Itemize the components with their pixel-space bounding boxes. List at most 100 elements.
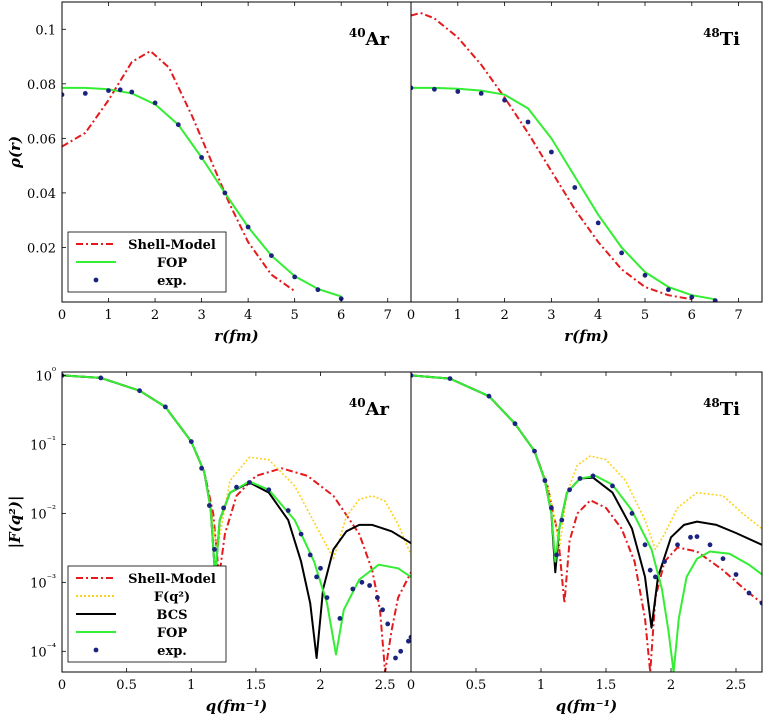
data-point-exp xyxy=(163,404,168,410)
legend-marker xyxy=(93,277,99,283)
nucleus-symbol: Ar xyxy=(365,399,390,420)
data-point-exp xyxy=(610,483,615,489)
data-point-exp xyxy=(512,421,518,427)
nucleus-label: 48Ti xyxy=(703,26,740,50)
x-tick-label: 0 xyxy=(407,308,415,323)
data-point-exp xyxy=(315,287,321,293)
x-tick-label: 6 xyxy=(337,308,345,323)
x-tick-label: 4 xyxy=(594,308,602,323)
nucleus-label: 40Ar xyxy=(349,396,390,420)
y-axis-label: |F(q²)| xyxy=(6,496,24,549)
x-tick-label: 2 xyxy=(500,308,508,323)
data-point-exp xyxy=(188,439,194,444)
x-tick-label: 3 xyxy=(197,308,205,323)
series-line-shell-model xyxy=(411,11,692,301)
y-tick-label: 0.08 xyxy=(27,78,56,93)
y-tick-label: 10⁻² xyxy=(30,504,56,522)
series-group xyxy=(411,373,762,672)
data-point-exp xyxy=(292,274,298,280)
data-point-exp xyxy=(559,517,565,523)
data-point-exp xyxy=(359,579,365,585)
data-point-exp xyxy=(314,574,319,580)
nucleus-label: 48Ti xyxy=(703,396,740,420)
legend-label: exp. xyxy=(157,274,187,289)
y-tick-exponent: ⁰ xyxy=(52,366,56,377)
data-point-exp xyxy=(549,505,554,511)
data-point-exp xyxy=(411,85,414,91)
x-tick-label: 2.5 xyxy=(375,678,396,693)
panel-top-right: 0 1 2 3 4 5 6 7 r(fm) 48Ti xyxy=(407,1,763,345)
x-tick-label: 1.5 xyxy=(246,678,267,693)
data-point-exp xyxy=(222,190,228,196)
data-point-exp xyxy=(572,185,578,190)
data-point-exp xyxy=(285,508,291,513)
x-tick-label: 0.5 xyxy=(466,678,487,693)
nucleus-mass: 48 xyxy=(703,396,720,410)
data-point-exp xyxy=(720,556,726,562)
data-point-exp xyxy=(375,595,380,600)
nucleus-mass: 40 xyxy=(349,396,366,410)
data-point-exp xyxy=(549,149,554,155)
data-point-exp xyxy=(590,473,596,479)
data-point-exp xyxy=(350,586,356,592)
data-point-exp xyxy=(759,600,762,606)
legend-label: FOP xyxy=(157,626,188,641)
data-point-exp xyxy=(221,505,227,511)
data-point-exp xyxy=(245,224,251,230)
data-point-exp xyxy=(554,552,559,558)
x-tick-label: 2 xyxy=(667,678,675,693)
y-axis-label: ρ(r) xyxy=(6,136,24,169)
data-point-exp xyxy=(733,572,739,577)
y-tick-label: 10⁻¹ xyxy=(30,435,56,453)
series-group xyxy=(62,50,344,302)
data-point-exp xyxy=(324,595,330,600)
series-line-f-q xyxy=(411,374,762,551)
y-tick-exponent: ⁻³ xyxy=(47,573,56,584)
series-line-bcs xyxy=(411,374,762,629)
x-tick-label: 6 xyxy=(688,308,696,323)
x-axis-label: r(fm) xyxy=(564,327,608,345)
y-tick-label: 10⁻³ xyxy=(30,573,56,591)
series-line-shell-model xyxy=(62,50,296,292)
nucleus-symbol: Ti xyxy=(720,29,740,50)
data-point-exp xyxy=(746,590,752,596)
data-point-exp xyxy=(411,373,414,378)
x-tick-label: 1 xyxy=(187,678,195,693)
x-tick-label: 7 xyxy=(734,308,742,323)
data-point-exp xyxy=(629,511,635,516)
data-point-exp xyxy=(455,89,461,94)
legend-label: Shell-Model xyxy=(128,572,216,587)
series-group xyxy=(62,373,411,672)
panel-top-left: 0 1 2 3 4 5 6 7 0.02 0.04 0.06 0.08 0.1 r(fm) ρ(r) 40Ar… xyxy=(6,1,412,345)
nucleus-mass: 48 xyxy=(703,26,720,40)
data-point-exp xyxy=(337,616,343,621)
y-tick-label: 0.02 xyxy=(27,241,56,256)
x-tick-label: 1 xyxy=(454,308,462,323)
data-point-exp xyxy=(712,298,718,302)
data-point-exp xyxy=(653,574,658,580)
data-point-exp xyxy=(367,583,372,588)
x-axis-label: q(fm⁻¹) xyxy=(556,697,618,715)
legend-label: Shell-Model xyxy=(128,238,216,253)
x-tick-label: 0 xyxy=(407,678,415,693)
data-point-exp xyxy=(199,155,205,160)
plot-frame xyxy=(410,1,763,303)
x-tick-label: 1 xyxy=(104,308,112,323)
legend: Shell-Model F(q²) BCS FOP exp. xyxy=(67,565,227,663)
data-point-exp xyxy=(542,478,548,483)
panel-bottom-left: 0 0.5 1 1.5 2 2.5 10⁰ 10⁻¹ 10⁻² 10⁻³ 10⁻⁴ q(fm⁻¹) |F… xyxy=(6,366,412,715)
y-tick-label: 0.06 xyxy=(27,132,56,147)
data-point-exp xyxy=(266,487,272,493)
data-point-exp xyxy=(662,559,667,564)
y-tick-exponent: ⁻² xyxy=(47,504,56,515)
data-point-exp xyxy=(212,547,217,552)
data-point-exp xyxy=(137,388,143,394)
data-point-exp xyxy=(532,448,537,454)
data-point-exp xyxy=(406,638,411,644)
data-point-exp xyxy=(666,287,671,293)
data-point-exp xyxy=(207,503,212,508)
data-point-exp xyxy=(642,542,648,548)
legend: Shell-Model FOP exp. xyxy=(67,231,227,293)
data-point-exp xyxy=(117,87,123,93)
x-tick-label: 5 xyxy=(641,308,649,323)
